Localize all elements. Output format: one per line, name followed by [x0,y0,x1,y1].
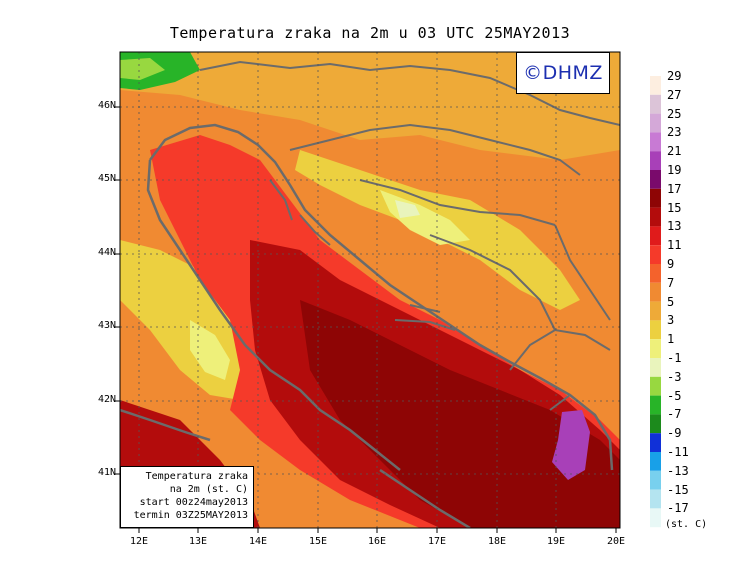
legend-swatch [650,170,661,189]
legend-swatch [650,320,661,340]
legend-label: -5 [667,388,682,403]
lon-label-12e: 12E [129,536,149,547]
lon-label-19e: 19E [546,536,566,547]
legend-swatch [650,207,661,227]
lon-label-16e: 16E [367,536,387,547]
legend-swatch [650,339,661,358]
legend-swatch [650,301,661,321]
legend-swatch [650,470,661,490]
legend-swatch [650,489,661,509]
legend-label: 19 [667,163,682,177]
legend-swatch [650,508,661,528]
info-line-4: termin 03Z25MAY2013 [133,510,248,521]
map-frame [119,51,621,529]
lat-label-45n: 45N [97,173,116,184]
legend-swatch [650,376,661,396]
legend-swatch [650,76,661,95]
legend-label: 23 [667,125,682,140]
lon-label-20e: 20E [606,536,626,547]
legend-colorbar [650,76,661,528]
info-line-1: Temperatura zraka [145,471,248,482]
legend-swatch [650,151,661,170]
lat-label-42n: 42N [97,394,116,405]
info-box: Temperatura zraka na 2m (st. C) start 00… [120,466,254,528]
lat-label-41n: 41N [97,467,116,478]
legend-label: -13 [667,463,689,478]
legend-label: 21 [667,144,682,159]
legend-swatch [650,414,661,434]
legend-label: 13 [667,219,682,234]
lat-label-46n: 46N [97,100,116,111]
legend-label: -3 [667,369,682,384]
legend-swatch [650,245,661,264]
legend-swatch [650,282,661,302]
legend-swatch [650,188,661,208]
lon-label-13e: 13E [188,536,208,547]
legend-swatch [650,452,661,471]
legend-swatch [650,264,661,283]
axis-ticks [115,106,617,533]
legend-swatch [650,395,661,415]
lon-label-15e: 15E [308,536,328,547]
legend-label: -7 [667,407,682,422]
adriatic-east-coast [149,123,614,471]
legend-label: -17 [667,501,689,516]
hot-spot [552,410,590,480]
legend-units: (st. C) [665,519,708,530]
graticule [120,52,620,528]
info-line-3: start 00z24may2013 [139,497,248,508]
legend-label: 15 [667,200,682,215]
lon-label-18e: 18E [487,536,507,547]
legend-label: -15 [667,482,689,497]
legend-label: 5 [667,294,675,309]
lon-label-17e: 17E [427,536,447,547]
legend-label: 1 [667,332,675,347]
legend-swatch [650,132,661,152]
legend-label: -9 [667,426,682,441]
legend-swatch [650,94,661,114]
legend-swatch [650,358,661,377]
map-title: Temperatura zraka na 2m u 03 UTC 25MAY20… [169,24,571,42]
italy-east-coast [146,159,401,471]
legend-label: 7 [667,275,675,290]
legend-label: -1 [667,351,682,365]
legend-label: 9 [667,257,675,271]
legend-label: 25 [667,106,682,121]
legend-label: 11 [667,238,682,253]
legend-label: -11 [667,445,689,459]
legend-label: 17 [667,181,682,196]
lat-label-43n: 43N [97,320,116,331]
legend-label: 29 [667,69,682,83]
info-line-2: na 2m (st. C) [169,484,248,495]
legend-swatch [650,113,661,133]
legend-label: 3 [667,313,675,328]
lat-label-44n: 44N [97,247,116,258]
legend-swatch [650,226,661,246]
dhmz-logo: ©DHMZ [516,52,610,94]
legend-label: 27 [667,87,682,102]
legend-swatch [650,433,661,452]
lon-label-14e: 14E [248,536,268,547]
